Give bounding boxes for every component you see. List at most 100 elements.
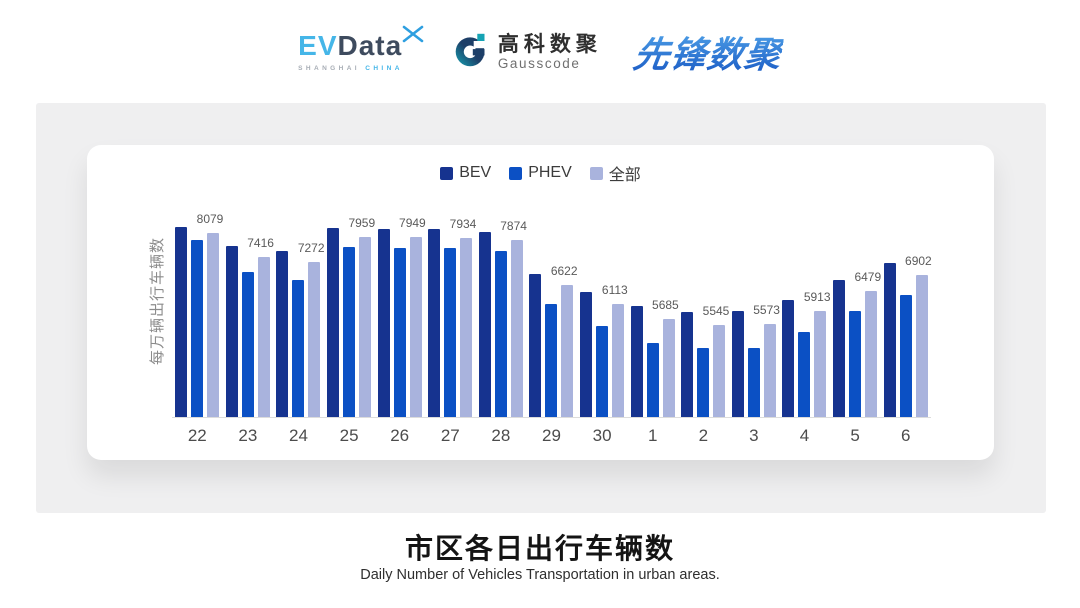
bar-group: 5685 1 [627, 145, 679, 445]
bar-group: 8079 22 [172, 145, 224, 445]
x-axis-tick: 24 [289, 426, 308, 445]
chart-panel: BEV PHEV 全部 每万辆出行车辆数 8079 22 7416 23 7272 24 7… [36, 103, 1046, 513]
bar-all [510, 239, 523, 417]
evdata-logo: EVData SHANGHAI CHINA [298, 25, 424, 72]
bar-group: 6113 30 [577, 145, 628, 445]
bar-value-label: 6902 [905, 254, 932, 269]
bar-bev [681, 311, 694, 417]
bar-bev [883, 263, 896, 417]
bar-cluster [175, 226, 220, 417]
bar-bev [377, 229, 390, 417]
bar-bev [630, 305, 643, 417]
bar-phev [899, 294, 912, 417]
bar-bev [327, 228, 340, 417]
gausscode-logo: 高科数聚 Gausscode [453, 32, 602, 73]
bar-cluster [833, 279, 878, 417]
bar-cluster [529, 273, 574, 417]
plot-area: 8079 22 7416 23 7272 24 7959 25 7949 26 7934 27 7874… [172, 145, 932, 445]
bar-bev [428, 229, 441, 417]
bar-cluster [731, 310, 776, 417]
legend-item-all[interactable]: 全部 [589, 161, 641, 185]
bar-bev [478, 232, 491, 417]
chart-legend: BEV PHEV 全部 [87, 161, 994, 185]
bar-all [409, 237, 422, 417]
evdata-logo-subtext: SHANGHAI CHINA [298, 65, 403, 72]
bar-bev [529, 273, 542, 417]
bar-bev [276, 250, 289, 417]
bar-group: 7959 25 [324, 145, 376, 445]
bar-group: 6622 29 [526, 145, 578, 445]
bar-cluster [580, 291, 625, 417]
bar-phev [494, 250, 507, 417]
evdata-logo-data-text: Data [337, 30, 403, 61]
bar-cluster [428, 229, 473, 417]
bar-cluster [681, 311, 726, 417]
legend-item-phev[interactable]: PHEV [509, 164, 572, 182]
x-axis-tick: 29 [542, 426, 561, 445]
bar-group: 5545 2 [678, 145, 730, 445]
bar-group: 6479 5 [830, 145, 882, 445]
bar-value-label: 5545 [702, 303, 730, 318]
x-axis-tick: 28 [491, 426, 511, 445]
evdata-logo-ev-text: EV [298, 30, 338, 61]
bar-bev [580, 291, 593, 417]
bar-phev [545, 303, 558, 417]
bar-all [814, 311, 827, 417]
bar-all [561, 285, 574, 417]
bar-group: 5913 4 [779, 145, 831, 445]
legend-item-bev[interactable]: BEV [440, 164, 491, 182]
bar-value-label: 6479 [854, 269, 882, 284]
bar-phev [393, 248, 406, 417]
bar-cluster [377, 229, 422, 417]
bar-value-label: 8079 [196, 211, 224, 226]
bar-cluster [225, 246, 270, 417]
bar-group: 7416 23 [223, 145, 274, 445]
bar-phev [444, 248, 457, 417]
legend-swatch-bev [440, 166, 454, 180]
bar-value-label: 7934 [449, 216, 477, 231]
bar-value-label: 7959 [348, 215, 376, 230]
x-axis-tick: 3 [749, 426, 759, 445]
bar-all [713, 324, 726, 417]
bar-all [662, 319, 675, 417]
bar-value-label: 7416 [247, 235, 274, 250]
evdata-shanghai-text: SHANGHAI [298, 65, 361, 72]
bar-bev [782, 299, 795, 417]
bar-group: 7874 28 [476, 145, 527, 445]
x-axis-tick: 30 [592, 426, 612, 445]
bar-phev [849, 310, 862, 417]
bar-phev [292, 279, 305, 417]
x-axis-tick: 6 [900, 426, 911, 445]
header-logos: EVData SHANGHAI CHINA [0, 20, 1080, 84]
bar-cluster [327, 228, 372, 417]
x-axis-tick: 23 [238, 426, 258, 445]
legend-swatch-phev [509, 166, 523, 180]
chart-title: 市区各日出行车辆数 [404, 533, 675, 564]
chart-subtitle: Daily Number of Vehicles Transportation … [360, 567, 720, 583]
bar-value-label: 5685 [652, 298, 679, 313]
bar-group: 7272 24 [273, 145, 325, 445]
bar-bev [833, 279, 846, 417]
pioneer-data-logo: 先锋数聚 [630, 26, 785, 78]
bar-phev [241, 272, 254, 417]
x-axis-tick: 27 [440, 426, 460, 445]
bar-value-label: 7874 [500, 218, 527, 233]
bar-all [763, 323, 776, 417]
bar-all [915, 275, 928, 417]
bar-value-label: 7949 [399, 216, 426, 231]
legend-swatch-all [589, 166, 603, 180]
bar-phev [343, 247, 356, 417]
x-axis-tick: 1 [647, 426, 658, 445]
bar-group: 7949 26 [374, 145, 426, 445]
x-axis-tick: 22 [187, 426, 207, 445]
bar-bev [175, 226, 188, 417]
bar-bev [225, 246, 238, 417]
gausscode-g-icon [453, 32, 489, 73]
bar-value-label: 5913 [803, 290, 831, 305]
x-axis-tick: 4 [799, 426, 810, 445]
x-axis-line [172, 417, 931, 418]
bar-phev [697, 348, 710, 417]
bar-all [460, 237, 473, 417]
bar-all [359, 236, 372, 417]
bar-all [207, 232, 220, 417]
